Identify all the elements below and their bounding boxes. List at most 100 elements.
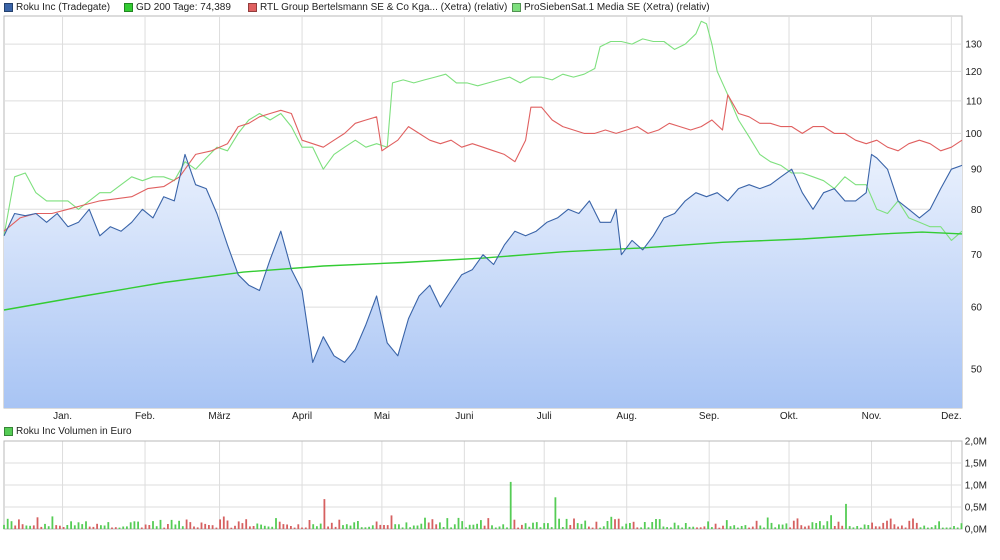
volume-bar [278,521,281,529]
volume-bar [521,524,523,529]
volume-bar [945,527,948,529]
volume-bar [833,526,836,529]
x-tick-label: Dez. [941,411,962,422]
volume-bar [763,527,765,529]
volume-bar [293,527,296,529]
legend-item-pro7[interactable]: ProSiebenSat.1 Media SE (Xetra) (relativ… [512,2,710,13]
volume-bar [85,521,87,529]
volume-bar [848,526,851,529]
volume-bar [550,527,553,529]
volume-bar [114,527,117,529]
volume-bar [96,523,98,529]
legend-item-rtl[interactable]: RTL Group Bertelsmann SE & Co Kga... (Xe… [248,2,507,13]
legend-item-gd200[interactable]: GD 200 Tage: 74,389 [124,2,231,13]
volume-bar [174,524,177,529]
volume-bar [193,526,195,529]
volume-bar [755,520,758,529]
volume-bar [837,521,840,529]
volume-bar [953,526,955,529]
y-tick-label: 60 [971,303,983,314]
volume-bar [394,524,397,529]
volume-bar [185,519,188,529]
volume-bar [133,521,136,529]
volume-bar [636,527,639,529]
volume-bar [949,527,952,529]
volume-bar [275,518,277,529]
volume-bar [416,525,419,529]
volume-bar [915,522,918,529]
volume-bar [401,527,404,529]
volume-bar [353,522,356,529]
volume-bar [591,527,594,529]
volume-bar [25,525,28,529]
volume-bar [249,526,251,529]
volume-bar [491,525,493,529]
volume-bar [640,527,642,529]
volume-y-tick-label: 0,0M [965,525,987,536]
volume-bar [874,526,877,529]
volume-bar [558,518,560,529]
volume-bar [871,522,873,529]
volume-bar [658,519,661,529]
legend-swatch-pro7 [512,3,521,12]
legend-swatch-roku [4,3,13,12]
volume-bar [513,519,516,529]
legend-label-rtl: RTL Group Bertelsmann SE & Co Kga... (Xe… [260,2,508,13]
volume-bar [14,525,17,529]
volume-y-tick-label: 2,0M [965,437,987,448]
volume-bar [77,522,80,529]
volume-bar [435,524,438,529]
volume-bar [509,481,512,529]
volume-bar [40,526,43,529]
volume-bar [770,522,773,529]
volume-bar [778,524,780,529]
volume-bar [211,525,214,529]
volume-bar [502,524,505,529]
volume-bar [55,525,58,529]
volume-bar [126,526,128,529]
volume-bar [670,527,672,529]
volume-bar [140,527,143,529]
legend-item-roku[interactable]: Roku Inc (Tradegate) [4,2,110,13]
volume-bar [267,526,270,529]
volume-bar [655,519,657,529]
volume-bar [807,525,810,529]
volume-bar [431,519,434,529]
volume-bar [699,527,702,529]
volume-bar [457,517,460,529]
volume-bar [856,526,859,529]
volume-y-tick-label: 1,5M [965,459,987,470]
volume-bar [10,521,13,529]
legend-label-gd200: GD 200 Tage: 74,389 [136,2,231,13]
volume-y-tick-label: 1,0M [965,481,987,492]
volume-bar [103,525,106,529]
x-tick-label: Feb. [135,411,155,422]
volume-bar [163,527,166,529]
volume-bar [941,527,944,529]
volume-bar [532,522,534,529]
volume-bar [506,527,508,529]
volume-bar [237,521,240,529]
legend-item-volume[interactable]: Roku Inc Volumen in Euro [4,426,132,437]
x-tick-label: Mai [374,411,390,422]
volume-bar [241,523,244,529]
volume-bar [70,521,72,529]
x-tick-label: März [208,411,230,422]
volume-bar [584,520,587,529]
volume-bar [908,520,911,529]
volume-bar [181,526,184,529]
volume-bar [312,524,315,529]
volume-bar [718,527,721,529]
volume-bar [476,523,478,529]
volume-bar [625,523,628,529]
volume-bar [118,527,121,529]
volume-bar [766,517,769,529]
volume-bar [178,520,180,529]
volume-bar [148,525,151,529]
volume-bar [927,527,929,529]
volume-bar [602,526,605,529]
volume-bar [938,521,940,529]
volume-bar [785,523,788,529]
volume-bar [338,519,341,529]
